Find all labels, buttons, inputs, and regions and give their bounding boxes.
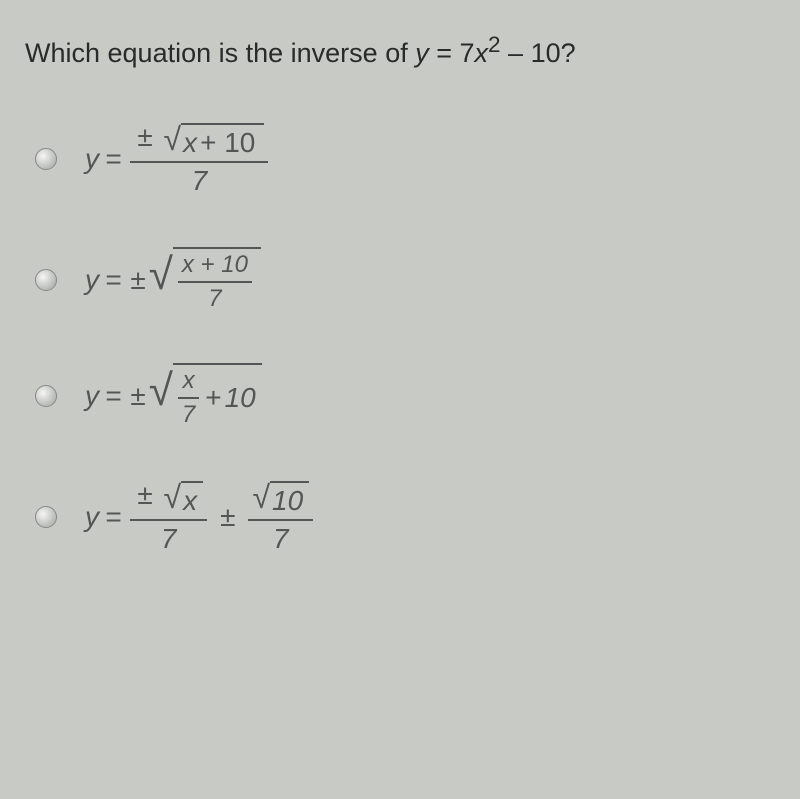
opt-c-eq: = [105,380,121,412]
radical-sign: √ [149,373,173,439]
radical-sign: √ [149,257,173,323]
opt-a-pm: ± [137,121,152,152]
radical-sign: √ [164,127,182,163]
opt-b-num: x + 10 [178,251,252,281]
opt-c-tail: 10 [225,382,256,414]
opt-b-radicand: x + 10 7 [173,247,261,313]
radio-icon[interactable] [35,506,57,528]
radio-icon[interactable] [35,148,57,170]
sqrt-icon: √ 10 [252,481,309,517]
radical-sign: √ [252,485,270,521]
question-eq-var: x [475,38,489,68]
opt-d-num1: ± √ x [130,479,207,519]
opt-d-num2: √ 10 [248,479,313,519]
opt-b-frac: x + 10 7 [178,251,252,313]
radio-icon[interactable] [35,269,57,291]
opt-c-den: 7 [178,397,199,429]
opt-a-num: ± √ x + 10 [130,121,268,161]
opt-a-sqrt-var: x [183,127,197,159]
sqrt-icon: √ x + 10 7 [149,247,261,313]
opt-c-plus: + [205,382,221,414]
opt-b-eq: = [105,264,121,296]
option-c[interactable]: y = ± √ x 7 + 10 [35,363,775,429]
opt-c-num: x [179,367,199,397]
option-b-math: y = ± √ x + 10 7 [85,247,261,313]
opt-b-pm: ± [130,264,145,296]
opt-d-rad2: 10 [270,481,309,517]
opt-d-eq: = [105,501,121,533]
opt-d-lhs: y [85,501,99,533]
question-eq-coef: 7 [460,38,475,68]
opt-a-lhs: y [85,143,99,175]
question-prefix: Which equation is the inverse of [25,38,415,68]
option-a-math: y = ± √ x + 10 7 [85,121,271,197]
question-eq-sign: = [429,38,460,68]
opt-a-frac: ± √ x + 10 7 [130,121,268,197]
opt-d-pm1: ± [137,479,152,510]
opt-b-den: 7 [178,281,252,313]
opt-d-pm2: ± [220,501,235,533]
opt-d-frac1: ± √ x 7 [130,479,207,555]
opt-c-lhs: y [85,380,99,412]
question-eq-exp: 2 [488,32,501,57]
opt-c-frac: x 7 [178,367,199,429]
opt-d-den2: 7 [248,519,313,555]
question-text: Which equation is the inverse of y = 7x2… [25,30,775,71]
opt-d-frac2: √ 10 7 [248,479,313,555]
opt-d-rad1: x [181,481,203,517]
opt-a-radicand: x + 10 [181,123,264,159]
opt-a-eq: = [105,143,121,175]
opt-c-radicand: x 7 + 10 [173,363,262,429]
sqrt-icon: √ x + 10 [164,123,265,159]
question-eq-tail: – 10? [501,38,576,68]
option-b[interactable]: y = ± √ x + 10 7 [35,247,775,313]
question-eq-lhs: y [415,38,429,68]
sqrt-icon: √ x 7 + 10 [149,363,262,429]
option-c-math: y = ± √ x 7 + 10 [85,363,262,429]
opt-d-den1: 7 [130,519,207,555]
option-d[interactable]: y = ± √ x 7 ± √ 10 [35,479,775,555]
option-d-math: y = ± √ x 7 ± √ 10 [85,479,316,555]
options-list: y = ± √ x + 10 7 y [25,121,775,555]
radio-icon[interactable] [35,385,57,407]
opt-a-sqrt-tail: + 10 [200,127,255,159]
opt-c-pm: ± [130,380,145,412]
option-a[interactable]: y = ± √ x + 10 7 [35,121,775,197]
opt-b-lhs: y [85,264,99,296]
opt-a-den: 7 [130,161,268,197]
sqrt-icon: √ x [164,481,204,517]
radical-sign: √ [164,485,182,521]
